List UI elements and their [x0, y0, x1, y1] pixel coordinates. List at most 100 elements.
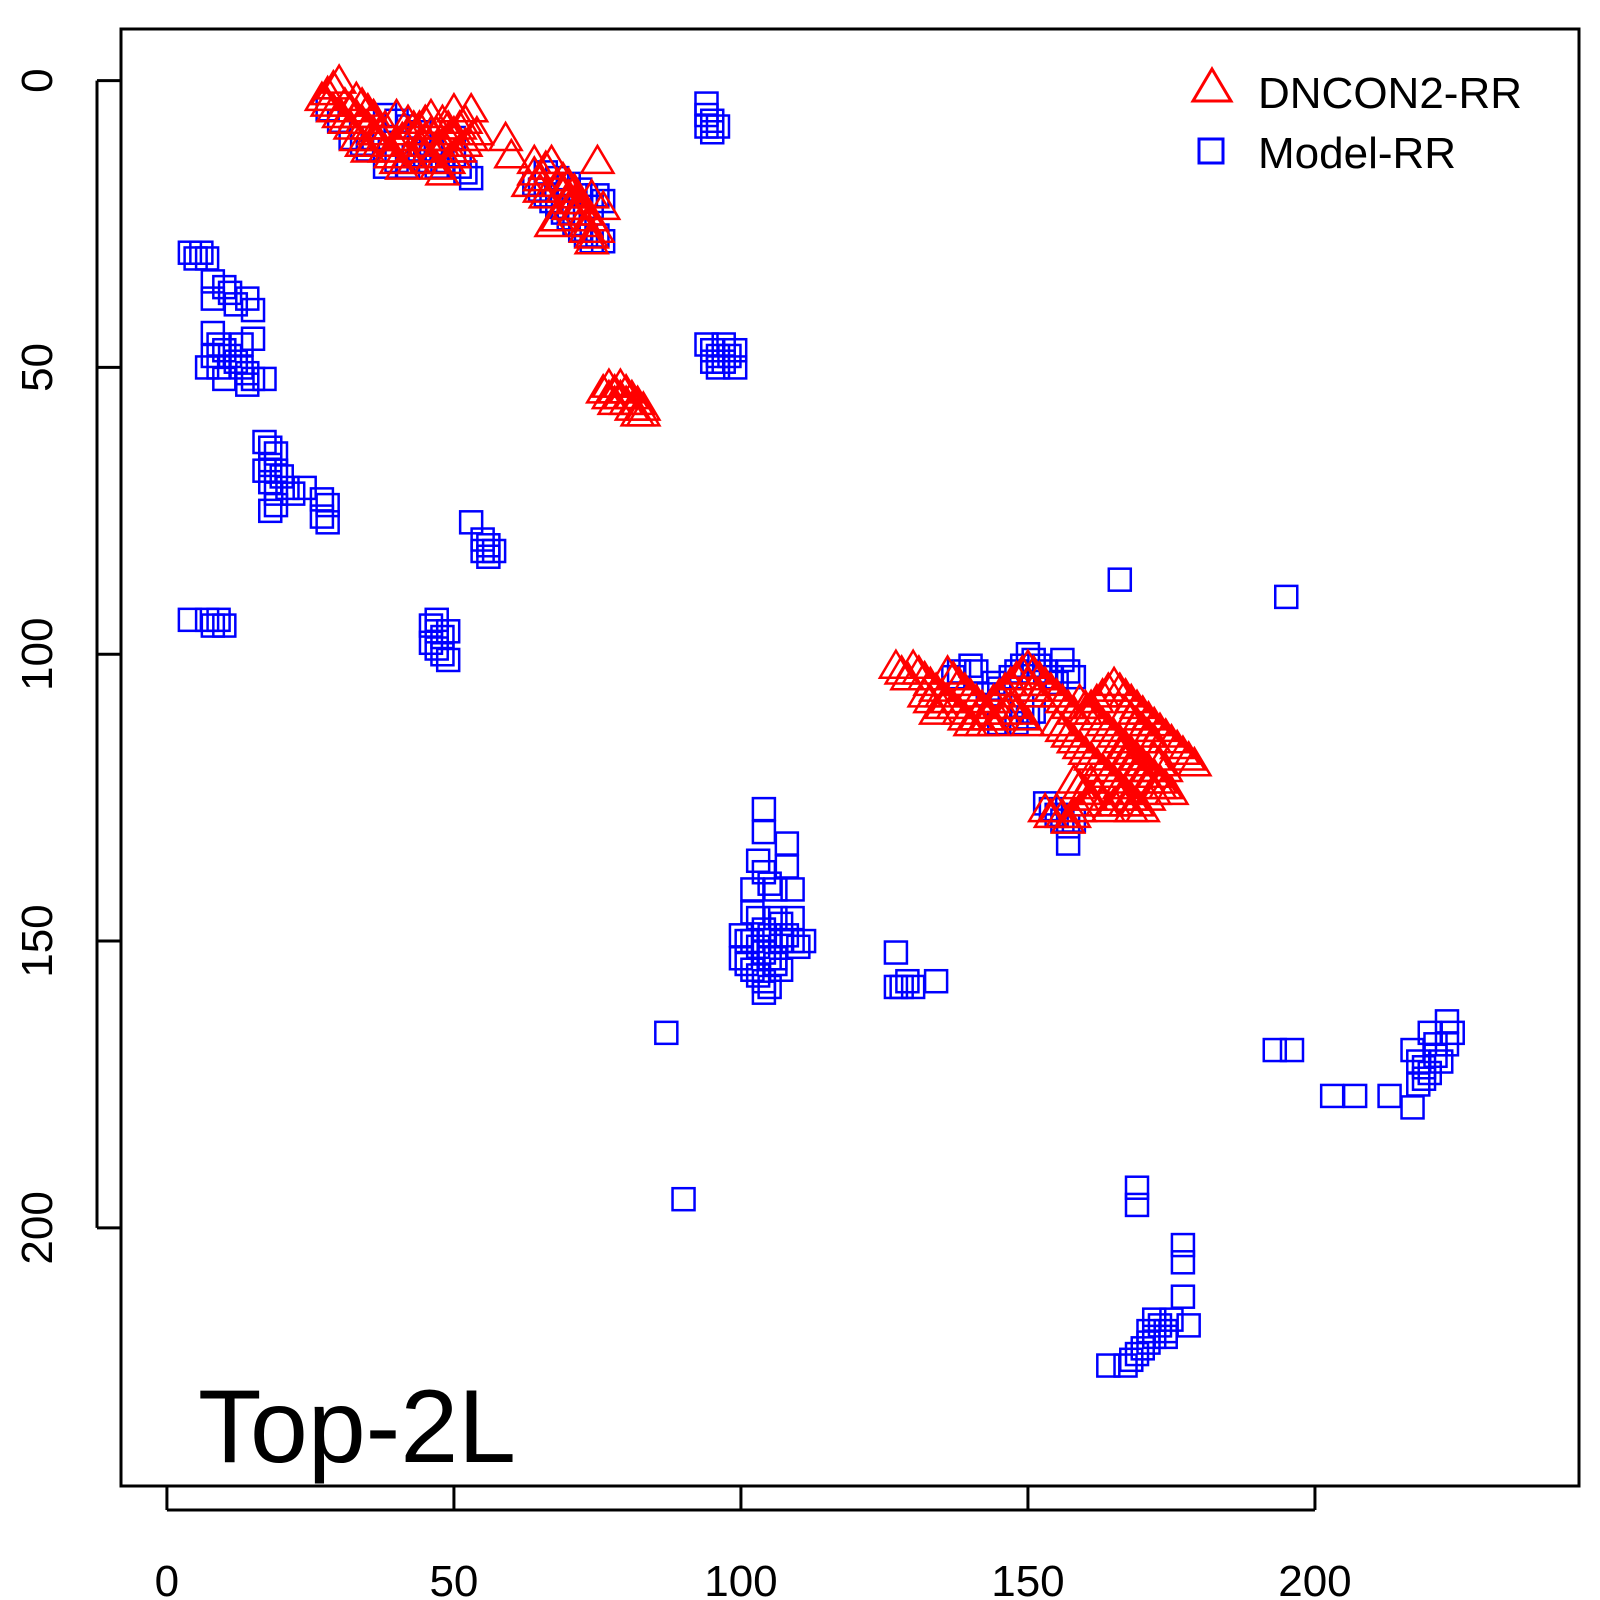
- x-tick-label: 100: [704, 1557, 777, 1600]
- dncon2-rr-point: [361, 114, 398, 146]
- dncon2-rr-point: [1141, 768, 1179, 800]
- dncon2-rr-point: [1055, 797, 1093, 829]
- model-rr-point: [1124, 1192, 1150, 1218]
- dncon2-rr-point: [384, 120, 421, 152]
- model-rr-point: [1417, 1020, 1443, 1046]
- dncon2-rr-point: [355, 120, 392, 152]
- dncon2-rr-point: [986, 694, 1024, 725]
- dncon2-rr-point: [539, 200, 576, 232]
- dncon2-rr-point: [1049, 803, 1087, 834]
- model-rr-point: [252, 366, 277, 392]
- dncon2-rr-point: [596, 384, 633, 416]
- model-rr-point: [751, 980, 777, 1005]
- dncon2-rr-point: [1107, 740, 1144, 771]
- dncon2-rr-point: [1072, 740, 1110, 771]
- model-rr-point: [883, 940, 909, 965]
- model-rr-point: [240, 326, 266, 352]
- dncon2-rr-point: [579, 143, 616, 175]
- model-rr-point: [923, 968, 949, 994]
- dncon2-rr-point: [912, 682, 949, 714]
- model-rr-point: [315, 510, 340, 535]
- model-rr-point: [705, 114, 731, 139]
- model-rr-point: [1279, 1037, 1305, 1063]
- dncon2-rr-point: [1118, 705, 1156, 737]
- dncon2-rr-point: [906, 659, 943, 691]
- dncon2-rr-point: [1038, 705, 1075, 737]
- legend-label-model: Model-RR: [1258, 129, 1456, 178]
- dncon2-rr-point: [355, 97, 392, 129]
- dncon2-rr-point: [1147, 751, 1184, 783]
- dncon2-rr-point: [579, 212, 616, 244]
- dncon2-rr-point: [1009, 665, 1047, 697]
- dncon2-rr-point: [923, 688, 961, 720]
- dncon2-rr-point: [1107, 694, 1144, 725]
- dncon2-rr-point: [338, 80, 375, 112]
- model-rr-point: [791, 928, 817, 954]
- dncon2-rr-point: [1176, 745, 1213, 777]
- dncon2-rr-point: [1021, 676, 1058, 708]
- dncon2-rr-point: [1090, 671, 1127, 702]
- dncon2-rr-point: [1061, 728, 1098, 760]
- y-tick-label: 0: [13, 68, 62, 92]
- model-rr-point: [699, 120, 725, 145]
- model-rr-point: [1262, 1037, 1288, 1063]
- dncon2-rr-point: [1141, 745, 1179, 777]
- model-rr-point: [728, 946, 754, 971]
- model-rr-point: [1124, 1175, 1150, 1200]
- model-rr-point: [1096, 1353, 1121, 1378]
- dncon2-rr-point: [1136, 740, 1173, 771]
- model-rr-point: [263, 492, 289, 518]
- dncon2-rr-point: [992, 688, 1029, 720]
- dncon2-rr-point: [533, 206, 570, 238]
- dncon2-rr-point: [320, 63, 358, 94]
- dncon2-rr-point: [1113, 745, 1150, 777]
- model-rr-point: [734, 951, 759, 977]
- axes-layer: 0 50 100 150 200 0 50 100 150 200: [13, 68, 1352, 1600]
- dncon2-rr-point: [1044, 711, 1081, 743]
- x-tick-label: 50: [429, 1557, 478, 1600]
- dncon2-rr-point: [343, 86, 381, 117]
- legend-square-icon: [1197, 137, 1225, 165]
- dncon2-rr-point: [1130, 762, 1167, 794]
- dncon2-rr-point: [1009, 648, 1047, 679]
- model-rr-point: [194, 355, 220, 380]
- y-tick-label: 50: [13, 343, 62, 392]
- dncon2-rr-point: [372, 132, 409, 163]
- model-rr-point: [1170, 1250, 1196, 1275]
- dncon2-rr-point: [1049, 717, 1087, 748]
- model-rr-point: [768, 911, 794, 937]
- model-rr-point: [1170, 1232, 1196, 1258]
- model-rr-point: [722, 355, 748, 380]
- model-rr-point: [1153, 1324, 1178, 1350]
- dncon2-rr-point: [1061, 768, 1098, 800]
- dncon2-rr-point: [435, 137, 473, 169]
- model-rr-point: [235, 372, 260, 397]
- model-rr-point: [309, 504, 335, 529]
- legend: DNCON2-RR Model-RR: [1190, 66, 1522, 178]
- dncon2-rr-point: [1130, 717, 1167, 748]
- dncon2-rr-point: [447, 103, 484, 135]
- x-tick-label: 0: [155, 1557, 179, 1600]
- dncon2-rr-point: [401, 126, 438, 157]
- dncon2-rr-point: [1113, 699, 1150, 731]
- dncon2-rr-point: [401, 109, 438, 140]
- model-rr-point: [1400, 1095, 1425, 1120]
- dncon2-rr-point: [1078, 682, 1116, 714]
- dncon2-rr-point: [1061, 791, 1098, 823]
- model-rr-point: [654, 1020, 679, 1046]
- dncon2-rr-point: [1090, 791, 1127, 823]
- dncon2-rr-point: [613, 378, 651, 410]
- dncon2-rr-point: [1124, 757, 1161, 788]
- legend-label-dncon2: DNCON2-RR: [1258, 69, 1522, 118]
- points-layer: [177, 63, 1465, 1378]
- model-rr-point: [1274, 584, 1299, 610]
- dncon2-rr-point: [441, 132, 478, 163]
- model-rr-point: [1428, 1049, 1454, 1074]
- model-rr-point: [424, 607, 449, 633]
- model-rr-point: [206, 607, 231, 633]
- dncon2-rr-point: [1101, 734, 1138, 766]
- dncon2-rr-point: [303, 80, 341, 112]
- x-tick-label: 150: [991, 1557, 1064, 1600]
- model-rr-point: [1342, 1083, 1368, 1109]
- model-rr-point: [212, 613, 237, 638]
